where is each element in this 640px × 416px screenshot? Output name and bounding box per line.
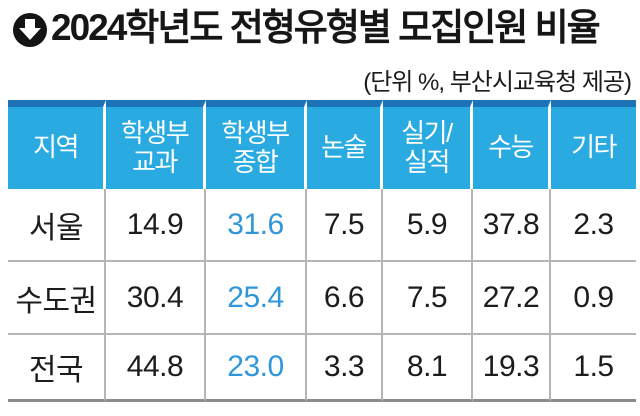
table-cell: 30.4 [106, 262, 206, 335]
table-cell: 44.8 [106, 335, 206, 402]
circle-down-arrow-icon [13, 13, 47, 48]
table-cell: 6.6 [307, 262, 383, 335]
row-region-label: 수도권 [8, 262, 106, 335]
column-header-practical: 실기/ 실적 [383, 100, 473, 189]
column-header-region: 지역 [8, 100, 106, 189]
table-cell: 1.5 [551, 335, 636, 402]
table-cell: 5.9 [383, 189, 473, 262]
table-cell-highlight: 31.6 [206, 189, 307, 262]
column-header-essay: 논술 [307, 100, 383, 189]
table-cell: 2.3 [551, 189, 636, 262]
unit-source-note: (단위 %, 부산시교육청 제공) [363, 69, 632, 96]
page-title: 2024학년도 전형유형별 모집인원 비율 [51, 7, 601, 48]
table-cell-highlight: 25.4 [206, 262, 307, 335]
table-cell: 3.3 [307, 335, 383, 402]
table-cell: 14.9 [106, 189, 206, 262]
column-header-etc: 기타 [551, 100, 636, 189]
table-cell-highlight: 23.0 [206, 335, 307, 402]
table-cell: 37.8 [473, 189, 551, 262]
table-cell: 7.5 [383, 262, 473, 335]
row-region-label: 전국 [8, 335, 106, 402]
title-row: 2024학년도 전형유형별 모집인원 비율 [12, 7, 601, 49]
table-cell: 7.5 [307, 189, 383, 262]
admission-ratio-table: 지역 학생부 교과 학생부 종합 논술 실기/ 실적 수능 기타 서울 14.9… [8, 100, 636, 402]
row-region-label: 서울 [8, 189, 106, 262]
column-header-subject-jonghap: 학생부 종합 [206, 100, 307, 189]
table-cell: 8.1 [383, 335, 473, 402]
column-header-subject-gyogwa: 학생부 교과 [106, 100, 206, 189]
table-cell: 27.2 [473, 262, 551, 335]
table-cell: 0.9 [551, 262, 636, 335]
column-header-suneung: 수능 [473, 100, 551, 189]
table-cell: 19.3 [473, 335, 551, 402]
